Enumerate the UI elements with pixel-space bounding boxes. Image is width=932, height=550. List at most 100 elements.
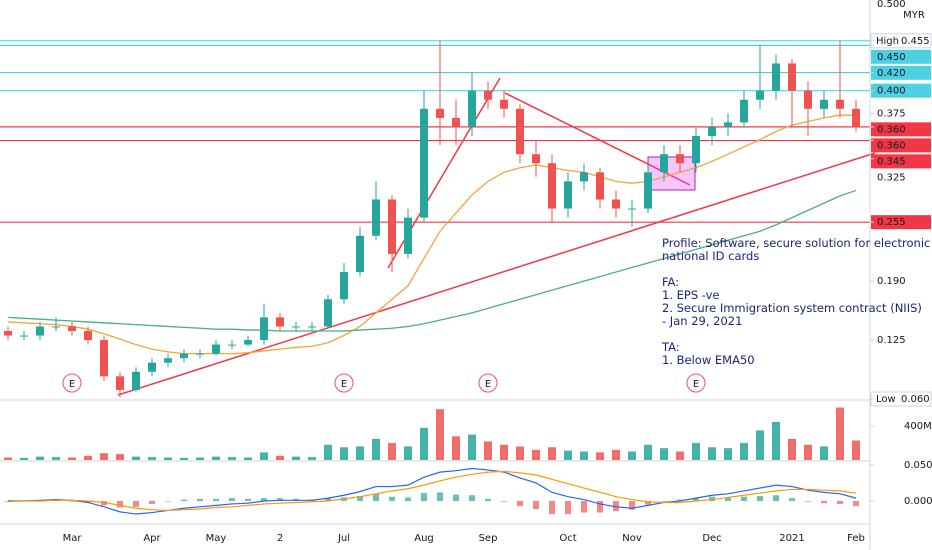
currency-label: MYR	[903, 10, 925, 21]
volume-bar	[244, 457, 252, 460]
candle-body	[100, 340, 108, 377]
macd-line	[7, 470, 857, 512]
candle-body	[20, 335, 28, 337]
volume-bar	[724, 448, 732, 460]
highlight-box	[647, 156, 696, 191]
y-tick-label: 0.060	[901, 394, 930, 405]
volume-bar	[340, 447, 348, 460]
macd-histogram	[325, 498, 331, 502]
candle-body	[340, 272, 348, 300]
macd-histogram	[661, 501, 667, 502]
macd-line	[8, 467, 857, 515]
trend-line	[117, 152, 876, 396]
candle-body	[692, 136, 700, 164]
candle-body	[372, 199, 380, 236]
volume-bar	[468, 434, 476, 460]
macd-histogram	[789, 498, 795, 502]
candle-body	[4, 330, 12, 336]
y-tick-label: 0.360	[877, 124, 906, 135]
candle-body	[724, 122, 732, 127]
macd-histogram	[373, 493, 379, 502]
candle-body	[484, 90, 492, 100]
volume-bar	[820, 446, 828, 460]
earnings-marker	[686, 373, 706, 393]
candle-body	[468, 90, 476, 127]
candle-body	[628, 208, 636, 210]
candle-body	[36, 326, 44, 336]
y-tick-label: 400M	[904, 421, 932, 432]
candle-body	[708, 126, 716, 137]
price-label-bg	[871, 122, 931, 137]
x-tick-label: Feb	[847, 533, 865, 544]
y-tick-label: 0.190	[877, 276, 906, 287]
candle-body	[404, 217, 412, 254]
volume-bar	[420, 427, 428, 460]
macd-histogram	[725, 497, 731, 502]
earnings-label: E	[69, 379, 75, 390]
volume-bar	[308, 457, 316, 460]
macd-histogram	[741, 496, 747, 502]
y-tick-label: 0.000	[904, 496, 932, 507]
earnings-marker	[478, 373, 498, 393]
volume-bar	[644, 444, 652, 460]
volume-bar	[148, 457, 156, 460]
macd-histogram	[517, 501, 523, 507]
macd-histogram	[101, 501, 107, 506]
candle-body	[612, 199, 620, 209]
volume-bar	[52, 457, 60, 460]
volume-bar	[436, 409, 444, 460]
price-label-prefix: Low	[876, 394, 896, 405]
volume-bar	[276, 455, 284, 460]
x-tick-label: Sep	[479, 533, 498, 544]
volume-bar	[196, 457, 204, 460]
macd-histogram	[357, 495, 363, 502]
candle-body	[788, 63, 796, 91]
candle-body	[420, 108, 428, 218]
volume-bar	[20, 457, 28, 460]
volume-bar	[36, 456, 44, 460]
candle-body	[276, 317, 284, 327]
note-line: FA:	[662, 275, 679, 289]
volume-bar	[4, 457, 12, 460]
y-tick-label: 0.255	[877, 217, 906, 228]
candle-body	[660, 154, 668, 173]
volume-bar	[260, 452, 268, 460]
volume-bar	[676, 451, 684, 460]
moving-average	[7, 114, 856, 355]
volume-bar	[660, 448, 668, 460]
note-line: 2. Secure Immigration system contract (N…	[662, 301, 922, 315]
x-tick-label: Aug	[414, 533, 434, 544]
macd-histogram	[117, 501, 123, 508]
candle-body	[532, 154, 540, 164]
volume-bar	[548, 447, 556, 460]
candle-body	[596, 172, 604, 200]
macd-histogram	[165, 501, 171, 502]
candle-body	[180, 353, 188, 359]
x-tick-label: Apr	[143, 533, 161, 544]
volume-bar	[164, 457, 172, 460]
macd-histogram	[533, 501, 539, 509]
x-tick-label: Dec	[702, 533, 721, 544]
candle-body	[516, 108, 524, 155]
candle-body	[52, 326, 60, 328]
macd-histogram	[501, 501, 507, 502]
y-tick-label: 0.375	[877, 108, 906, 119]
macd-histogram	[805, 501, 811, 502]
candle-body	[84, 330, 92, 341]
macd-histogram	[133, 501, 139, 507]
drawings	[117, 77, 876, 396]
candle-body	[292, 326, 300, 328]
earnings-label: E	[341, 379, 347, 390]
candle-body	[804, 90, 812, 109]
x-tick-label: Nov	[622, 533, 642, 544]
volume-bar	[324, 444, 332, 460]
candle-body	[772, 63, 780, 91]
macd-histogram	[757, 495, 763, 502]
price-label-bg	[871, 49, 931, 64]
volume-bar	[212, 456, 220, 460]
y-tick-label: 0.400	[877, 86, 906, 97]
volume-bar	[404, 446, 412, 460]
candle-body	[148, 362, 156, 372]
macd-histogram	[549, 501, 555, 515]
